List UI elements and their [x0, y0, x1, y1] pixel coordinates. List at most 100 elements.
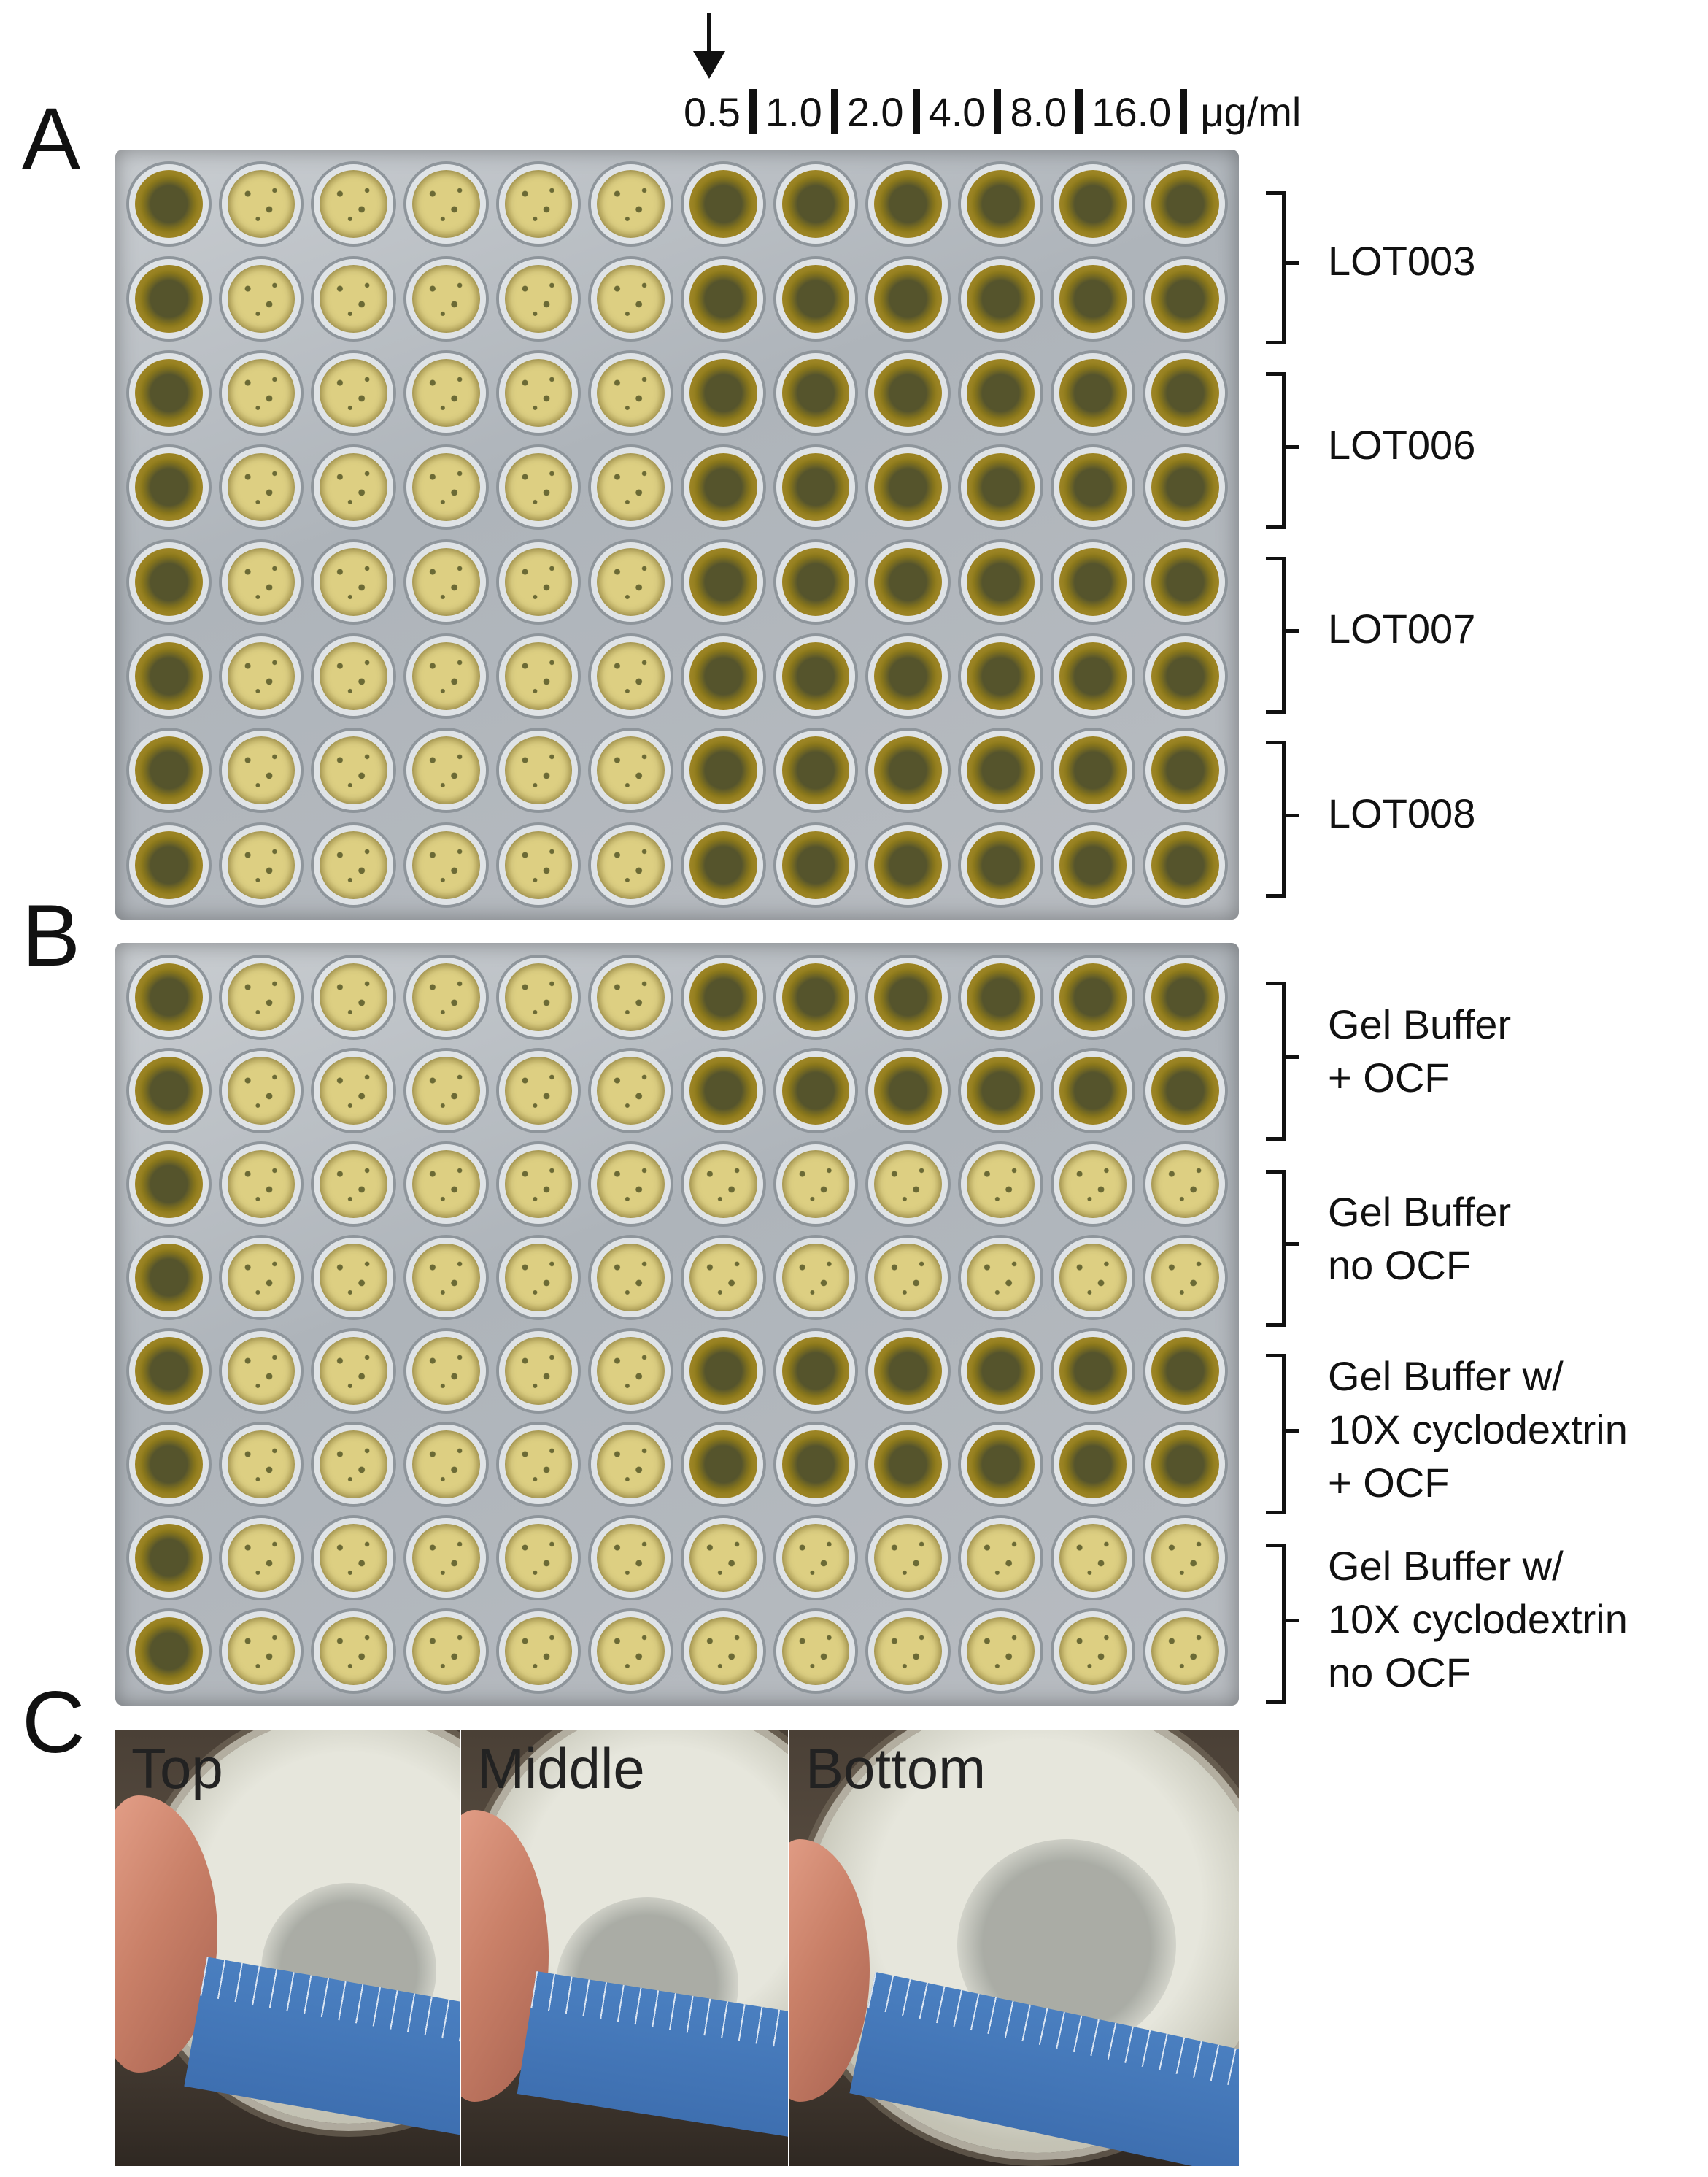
well: [868, 542, 948, 622]
well: [498, 1518, 579, 1598]
well-cell: [954, 1230, 1047, 1324]
well: [683, 447, 763, 528]
bracket-tick: [1284, 261, 1299, 265]
well: [498, 1050, 579, 1130]
group-label-line: no OCF: [1328, 1241, 1472, 1288]
well: [314, 352, 394, 433]
well: [776, 1518, 856, 1598]
group-label-line: 10X cyclodextrin: [1328, 1406, 1628, 1452]
well-cell: [400, 346, 492, 440]
well: [683, 258, 763, 339]
well-cell: [954, 535, 1047, 629]
well: [1145, 352, 1226, 433]
bracket-lot006: [1266, 372, 1286, 529]
well-cell: [215, 629, 308, 723]
well-cell: [492, 157, 585, 251]
well-cell: [307, 1230, 400, 1324]
well-cell: [677, 1511, 770, 1605]
well: [683, 1050, 763, 1130]
well: [221, 352, 301, 433]
well-cell: [492, 1418, 585, 1511]
well-cell: [584, 535, 677, 629]
well-cell: [123, 1325, 215, 1418]
well: [498, 636, 579, 717]
well-cell: [954, 1605, 1047, 1698]
well-cell: [770, 1137, 862, 1230]
well: [776, 1050, 856, 1130]
well-cell: [1047, 1325, 1140, 1418]
well: [1053, 1518, 1133, 1598]
well-cell: [1139, 950, 1232, 1044]
well: [868, 731, 948, 811]
well-cell: [307, 157, 400, 251]
well-cell: [677, 346, 770, 440]
well: [868, 957, 948, 1037]
well: [314, 1518, 394, 1598]
well: [128, 1144, 209, 1224]
well: [221, 636, 301, 717]
well-cell: [492, 346, 585, 440]
well-cell: [584, 629, 677, 723]
well: [868, 447, 948, 528]
well: [1053, 1425, 1133, 1505]
conc-separator: [912, 89, 920, 134]
well-cell: [1139, 1044, 1232, 1137]
well-cell: [862, 1137, 954, 1230]
well-cell: [307, 1325, 400, 1418]
well: [314, 1425, 394, 1505]
well-cell: [1139, 818, 1232, 912]
well-cell: [1047, 950, 1140, 1044]
well: [1053, 1237, 1133, 1317]
well-cell: [862, 346, 954, 440]
well-cell: [215, 1230, 308, 1324]
well: [960, 825, 1040, 905]
well: [683, 1425, 763, 1505]
well: [406, 1611, 486, 1692]
well-cell: [123, 950, 215, 1044]
concentration-header: 0.5 1.0 2.0 4.0 8.0 16.0 μg/ml: [675, 86, 1301, 137]
well-cell: [862, 535, 954, 629]
well-cell: [954, 1044, 1047, 1137]
well-cell: [770, 950, 862, 1044]
well-cell: [307, 950, 400, 1044]
bracket-lot007: [1266, 557, 1286, 714]
well-cell: [677, 1044, 770, 1137]
well: [314, 447, 394, 528]
group-label-gel-buffer-ocf: Gel Buffer + OCF: [1328, 998, 1511, 1105]
well-cell: [770, 1511, 862, 1605]
well-cell: [492, 950, 585, 1044]
well: [221, 1518, 301, 1598]
plate-a-wells: [123, 157, 1232, 912]
well: [1145, 258, 1226, 339]
well: [868, 1237, 948, 1317]
well-cell: [492, 535, 585, 629]
well: [868, 1050, 948, 1130]
well: [591, 636, 671, 717]
well: [406, 636, 486, 717]
well-cell: [307, 1137, 400, 1230]
well: [1053, 1050, 1133, 1130]
well-cell: [215, 346, 308, 440]
well-cell: [307, 346, 400, 440]
well: [498, 825, 579, 905]
well-cell: [307, 723, 400, 817]
well-cell: [770, 629, 862, 723]
well-cell: [862, 440, 954, 534]
group-label-line: no OCF: [1328, 1649, 1472, 1695]
well: [683, 731, 763, 811]
well-cell: [862, 1230, 954, 1324]
well-cell: [307, 1044, 400, 1137]
well: [776, 636, 856, 717]
well-cell: [677, 157, 770, 251]
well: [868, 1331, 948, 1411]
well: [683, 636, 763, 717]
well-cell: [215, 535, 308, 629]
well: [406, 542, 486, 622]
well-cell: [677, 818, 770, 912]
well: [776, 542, 856, 622]
well: [128, 731, 209, 811]
well-cell: [123, 251, 215, 345]
conc-separator: [830, 89, 838, 134]
well: [591, 1611, 671, 1692]
well-cell: [677, 535, 770, 629]
